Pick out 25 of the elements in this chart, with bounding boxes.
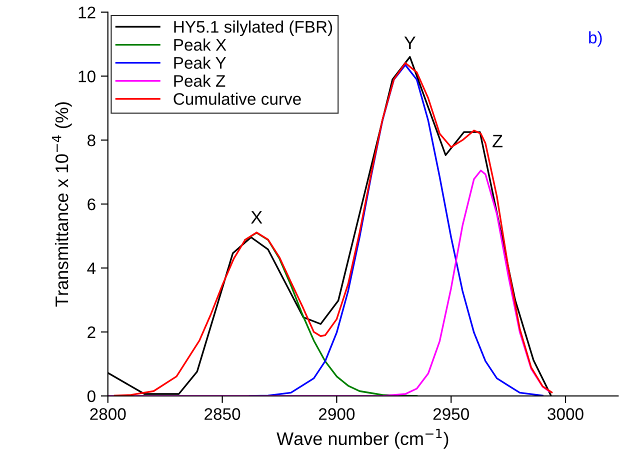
legend-label: Peak Z bbox=[174, 74, 226, 87]
y-axis-title: Transmittance x 10$^{−4}$ (%) bbox=[52, 102, 72, 307]
y-tick-label: 2 bbox=[88, 326, 96, 338]
legend-label: Peak Y bbox=[174, 56, 226, 69]
y-tick-label: 10 bbox=[78, 70, 96, 82]
annotation: Y bbox=[404, 36, 416, 50]
y-tick-label: 0 bbox=[87, 390, 96, 402]
line-series bbox=[108, 170, 550, 396]
x-tick-label: 3000 bbox=[548, 408, 584, 420]
x-tick-label: 2800 bbox=[90, 408, 126, 420]
line-series bbox=[244, 232, 418, 396]
legend-label: HY5.1 silylated (FBR) bbox=[174, 20, 332, 36]
annotation: b) bbox=[589, 31, 602, 47]
y-tick-label: 6 bbox=[88, 198, 96, 210]
legend-label: Peak X bbox=[174, 38, 226, 51]
x-tick-label: 2850 bbox=[204, 408, 240, 420]
x-axis-title: Wave number (cm$^{−1}$) bbox=[276, 428, 448, 449]
x-tick-label: 2950 bbox=[433, 408, 469, 420]
annotation: Z bbox=[492, 134, 502, 148]
y-tick-label: 4 bbox=[87, 262, 96, 274]
y-tick-label: 8 bbox=[88, 134, 96, 146]
annotation: X bbox=[250, 211, 262, 224]
x-tick-label: 2900 bbox=[319, 408, 355, 420]
legend-label: Cumulative curve bbox=[174, 92, 301, 105]
y-tick-label: 12 bbox=[78, 6, 96, 18]
